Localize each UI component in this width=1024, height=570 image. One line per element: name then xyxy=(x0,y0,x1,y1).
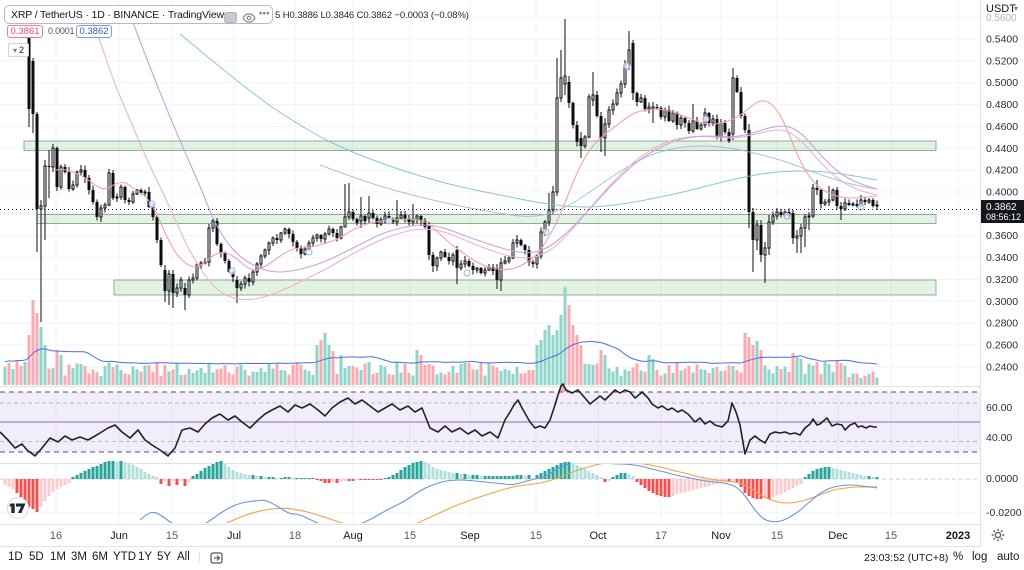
svg-text:0.5000: 0.5000 xyxy=(986,77,1018,89)
svg-text:▾: ▾ xyxy=(1014,4,1018,13)
svg-text:15: 15 xyxy=(404,530,416,542)
svg-text:17: 17 xyxy=(655,530,667,542)
svg-text:USDT: USDT xyxy=(986,3,1016,15)
svg-text:15: 15 xyxy=(885,530,897,542)
svg-text:15: 15 xyxy=(771,530,783,542)
svg-text:-0.0200: -0.0200 xyxy=(986,507,1022,519)
svg-text:Dec: Dec xyxy=(828,530,848,542)
svg-text:0.3862: 0.3862 xyxy=(986,202,1017,213)
svg-text:18: 18 xyxy=(289,530,301,542)
svg-text:Aug: Aug xyxy=(343,530,363,542)
svg-text:0.3600: 0.3600 xyxy=(986,230,1018,242)
svg-text:Jun: Jun xyxy=(110,530,128,542)
svg-text:60.00: 60.00 xyxy=(986,402,1012,414)
svg-text:Oct: Oct xyxy=(589,530,606,542)
svg-text:0.0000: 0.0000 xyxy=(986,473,1018,485)
svg-text:2023: 2023 xyxy=(946,530,970,542)
svg-text:08:56:12: 08:56:12 xyxy=(986,212,1021,222)
svg-text:0.2800: 0.2800 xyxy=(986,318,1018,330)
svg-text:0.4400: 0.4400 xyxy=(986,143,1018,155)
svg-text:0.5400: 0.5400 xyxy=(986,34,1018,46)
svg-text:0.4000: 0.4000 xyxy=(986,187,1018,199)
svg-text:Sep: Sep xyxy=(460,530,480,542)
svg-text:16: 16 xyxy=(50,530,62,542)
svg-text:0.5600: 0.5600 xyxy=(986,13,1017,24)
svg-text:0.2600: 0.2600 xyxy=(986,340,1018,352)
svg-text:15: 15 xyxy=(166,530,178,542)
svg-text:0.4200: 0.4200 xyxy=(986,165,1018,177)
svg-text:0.3200: 0.3200 xyxy=(986,274,1018,286)
svg-text:0.4800: 0.4800 xyxy=(986,99,1018,111)
svg-text:Nov: Nov xyxy=(711,530,731,542)
svg-text:0.4600: 0.4600 xyxy=(986,121,1018,133)
svg-text:Jul: Jul xyxy=(227,530,241,542)
svg-text:40.00: 40.00 xyxy=(986,432,1012,444)
svg-text:0.3400: 0.3400 xyxy=(986,252,1018,264)
svg-text:0.3000: 0.3000 xyxy=(986,296,1018,308)
svg-text:15: 15 xyxy=(530,530,542,542)
svg-text:0.5200: 0.5200 xyxy=(986,55,1018,67)
svg-text:0.2400: 0.2400 xyxy=(986,361,1018,373)
